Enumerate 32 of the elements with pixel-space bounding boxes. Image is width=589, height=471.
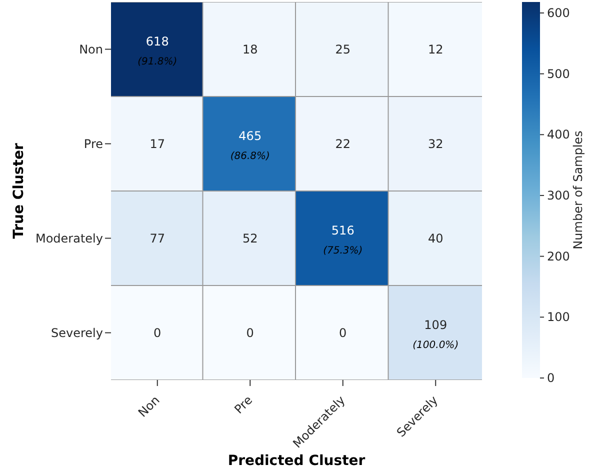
data-label: 18 (242, 42, 258, 56)
data-label: 25 (335, 42, 351, 56)
x-axis-title: Predicted Cluster (228, 453, 366, 469)
data-label: 17 (150, 136, 166, 151)
color-bar-label: 200 (547, 249, 570, 264)
color-bar-title: Number of Samples (571, 130, 585, 250)
data-label: 109 (100.0%) (412, 318, 459, 351)
data-label: 0 (339, 326, 347, 340)
data-label: 77 (150, 231, 166, 246)
data-label: 465 (86.8%) (230, 128, 270, 162)
color-bar-label: 300 (547, 188, 570, 202)
x-tick-label: Non (136, 393, 162, 420)
data-label: 12 (428, 42, 444, 56)
data-label: 40 (428, 231, 444, 246)
data-label: 0 (246, 326, 254, 340)
data-label: 516 (75.3%) (323, 223, 363, 256)
x-tick-label: Pre (232, 393, 256, 416)
color-bar-label: 0 (547, 371, 555, 385)
color-bar-label: 400 (547, 128, 570, 142)
y-tick-label: Severely (51, 326, 103, 340)
y-tick-label: Non (79, 42, 103, 57)
color-bar-label: 500 (547, 66, 570, 81)
data-label: 618 (91.8%) (138, 34, 178, 68)
data-label: 22 (335, 136, 351, 151)
data-label: 32 (428, 136, 444, 151)
y-tick-label: Moderately (35, 232, 103, 246)
color-bar-label: 600 (547, 6, 570, 20)
data-label: 52 (242, 231, 258, 246)
y-axis-title: True Cluster (10, 143, 27, 239)
y-tick-label: Pre (84, 137, 103, 152)
data-label: 0 (154, 326, 162, 340)
color-bar-label: 100 (547, 310, 570, 324)
